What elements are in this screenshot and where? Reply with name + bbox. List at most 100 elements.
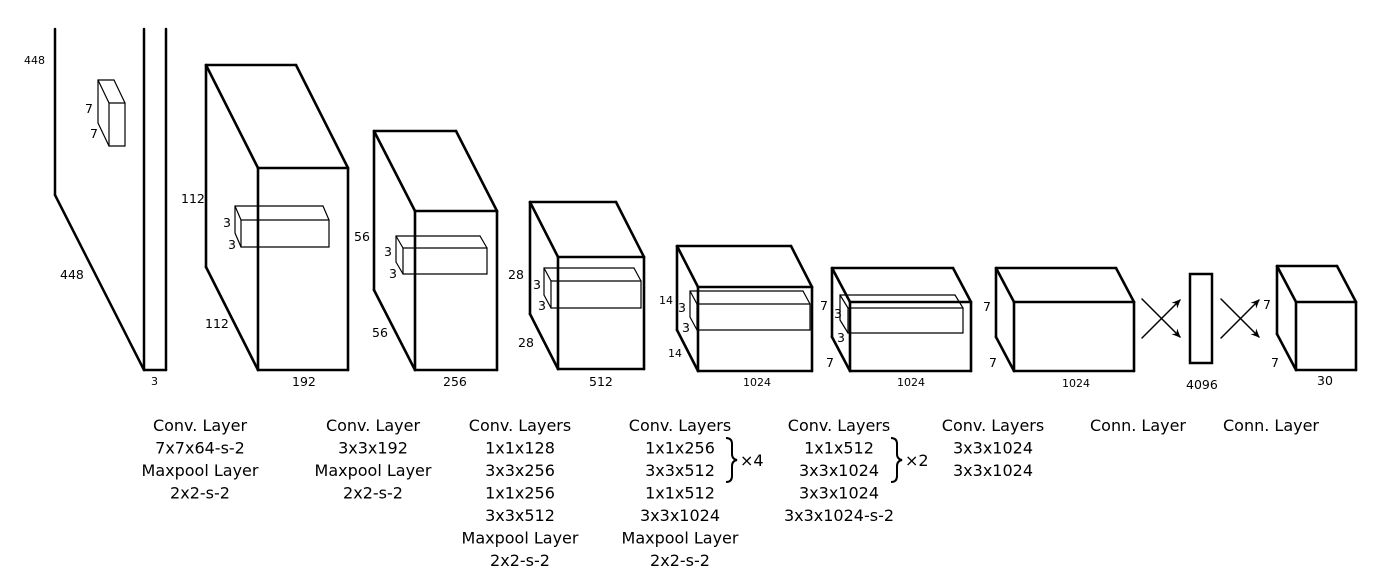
- caption-line: 2x2-s-2: [170, 484, 230, 503]
- cuboid-edge: [528, 312, 560, 371]
- b4-kernel-w-label: 3: [538, 298, 546, 313]
- cuboid-edge: [633, 267, 642, 282]
- b2-kernel-h-label: 3: [223, 215, 231, 230]
- b5-depth-label: 1024: [743, 376, 771, 389]
- block5-feature-map: [675, 244, 814, 373]
- shapes-layer: [53, 27, 1358, 373]
- caption-6: Conv. Layers 3x3x1024 3x3x1024: [942, 416, 1044, 480]
- caption-line: Conv. Layer: [153, 416, 248, 435]
- cuboid-edge: [689, 316, 698, 331]
- caption-line: Conv. Layer: [326, 416, 421, 435]
- input-width-label: 448: [60, 267, 84, 282]
- b7-height-label: 7: [983, 299, 991, 314]
- caption-line: 3x3x1024: [953, 439, 1033, 458]
- b3-kernel-w-label: 3: [389, 266, 397, 281]
- block2-feature-map: [204, 63, 350, 372]
- caption-line: Conv. Layers: [469, 416, 571, 435]
- cuboid-edge: [1275, 264, 1298, 304]
- cuboid-edge: [830, 335, 852, 373]
- repeat-brace: [725, 437, 738, 483]
- caption-line: 3x3x256: [485, 461, 555, 480]
- caption-line: 2x2-s-2: [490, 551, 550, 570]
- b3-height-label: 56: [354, 229, 370, 244]
- caption-line: 3x3x512: [485, 506, 555, 525]
- out-depth-label: 30: [1317, 373, 1333, 388]
- cuboid-edge: [789, 244, 814, 289]
- caption-line: Conv. Layers: [629, 416, 731, 435]
- cuboid-edge: [204, 265, 260, 372]
- b5-width-label: 14: [668, 347, 682, 360]
- caption-7: Conn. Layer: [1090, 416, 1186, 435]
- cuboid-edge: [234, 232, 242, 248]
- cuboid-edge: [97, 122, 110, 147]
- caption-line: 3x3x1024: [953, 461, 1033, 480]
- caption-line: 1x1x256: [645, 439, 715, 458]
- b2-kernel-w-label: 3: [228, 237, 236, 252]
- out-width-label: 7: [1271, 355, 1279, 370]
- b2-width-label: 112: [205, 316, 229, 331]
- cuboid-edge: [372, 129, 417, 213]
- b4-kernel-h-label: 3: [533, 277, 541, 292]
- cuboid-edge: [689, 290, 698, 305]
- captions-layer: Conv. Layer 7x7x64-s-2 Maxpool Layer 2x2-s-…: [142, 416, 1320, 570]
- b4-height-label: 28: [508, 267, 524, 282]
- b4-depth-label: 512: [589, 374, 613, 389]
- fc-arrow-down: [1141, 298, 1181, 338]
- cuboid-edge: [830, 266, 852, 304]
- caption-line: 2x2-s-2: [343, 484, 403, 503]
- caption-line: 7x7x64-s-2: [155, 439, 245, 458]
- cuboid-edge: [1335, 264, 1358, 304]
- caption-5: Conv. Layers 1x1x512 3x3x1024 3x3x1024 3x3x1…: [784, 416, 929, 525]
- caption-line: 1x1x256: [485, 484, 555, 503]
- input-height-label: 448: [24, 54, 45, 67]
- cuboid-edge: [951, 266, 973, 304]
- cuboid-edge: [204, 63, 260, 170]
- cuboid-edge: [1275, 332, 1298, 372]
- fc-layer-bar: [1188, 272, 1214, 365]
- cuboid-edge: [97, 79, 110, 104]
- b5-height-label: 14: [659, 294, 673, 307]
- cuboid-edge: [994, 335, 1016, 373]
- cuboid-edge: [294, 63, 350, 170]
- b7-depth-label: 1024: [1062, 377, 1090, 390]
- b3-depth-label: 256: [443, 374, 467, 389]
- cuboid-edge: [675, 328, 700, 373]
- b6-kernel-w-label: 3: [837, 330, 845, 345]
- caption-line: 3x3x1024: [640, 506, 720, 525]
- caption-line: 2x2-s-2: [650, 551, 710, 570]
- cuboid-edge: [113, 79, 126, 104]
- cuboid-edge: [479, 235, 488, 249]
- block6-kernel-box: [839, 294, 964, 334]
- b7-width-label: 7: [989, 355, 997, 370]
- b5-kernel-h-label: 3: [678, 300, 686, 315]
- b2-depth-label: 192: [292, 374, 316, 389]
- block7-feature-map: [994, 266, 1136, 373]
- caption-line: 3x3x512: [645, 461, 715, 480]
- input-kernel-box: [97, 79, 126, 147]
- cuboid-edge: [839, 319, 849, 334]
- cuboid-edge: [234, 205, 242, 221]
- output-tensor: [1275, 264, 1358, 372]
- caption-1: Conv. Layer 7x7x64-s-2 Maxpool Layer 2x2-s-…: [142, 416, 259, 503]
- b6-width-label: 7: [826, 355, 834, 370]
- caption-line: 1x1x512: [645, 484, 715, 503]
- b3-kernel-h-label: 3: [384, 244, 392, 259]
- cuboid-edge: [395, 235, 404, 249]
- block6-feature-map: [830, 266, 973, 373]
- input-diagonal-edge: [53, 193, 146, 372]
- block5-kernel-box: [689, 290, 811, 331]
- repeat-count: ×4: [740, 451, 764, 470]
- cuboid-edge: [454, 129, 499, 213]
- kernel-h-label: 7: [85, 101, 93, 116]
- cuboid-edge: [839, 294, 849, 309]
- cuboid-edge: [543, 267, 552, 282]
- b3-width-label: 56: [372, 325, 388, 340]
- caption-line: Maxpool Layer: [315, 461, 432, 480]
- caption-line: Maxpool Layer: [622, 529, 739, 548]
- b6-height-label: 7: [820, 298, 828, 313]
- cuboid-edge: [1114, 266, 1136, 304]
- block2-kernel-box: [234, 205, 330, 248]
- cuboid-edge: [543, 294, 552, 309]
- caption-2: Conv. Layer 3x3x192 Maxpool Layer 2x2-s-2: [315, 416, 432, 503]
